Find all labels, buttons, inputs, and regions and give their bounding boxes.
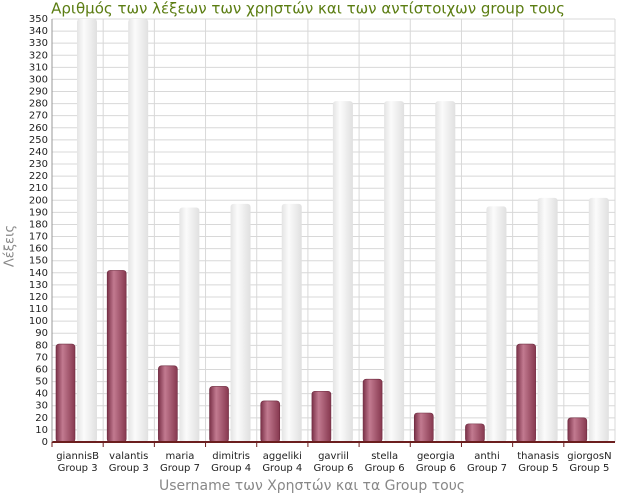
bar xyxy=(567,417,588,443)
bar xyxy=(281,203,302,442)
x-tick-label: Group 5 xyxy=(569,463,609,474)
y-tick-label: 350 xyxy=(29,14,48,25)
bar xyxy=(77,19,97,442)
bar xyxy=(311,390,332,443)
bar xyxy=(128,19,149,442)
y-tick-label: 260 xyxy=(29,123,48,134)
x-tick-label: giannisB xyxy=(56,451,99,462)
x-tick-label: thanasis xyxy=(517,451,559,462)
bar xyxy=(332,101,353,442)
y-tick-label: 210 xyxy=(29,183,48,194)
x-tick-label: Group 4 xyxy=(211,463,251,474)
x-tick-label: Group 7 xyxy=(467,463,507,474)
bar xyxy=(158,365,178,443)
y-tick-label: 140 xyxy=(29,268,48,279)
y-tick-label: 10 xyxy=(35,425,48,436)
bar xyxy=(209,386,229,443)
bar xyxy=(537,197,558,442)
x-tick-label: gavriil xyxy=(318,451,349,462)
y-tick-label: 70 xyxy=(35,352,48,363)
bar xyxy=(516,343,536,443)
y-axis-title: Λέξεις xyxy=(3,225,18,267)
y-tick-label: 310 xyxy=(29,62,48,73)
y-tick-label: 220 xyxy=(29,171,48,182)
y-tick-label: 280 xyxy=(29,99,48,110)
bar xyxy=(230,203,251,442)
y-tick-label: 320 xyxy=(29,50,48,61)
bar xyxy=(465,423,485,443)
y-tick-label: 240 xyxy=(29,147,48,158)
y-tick-label: 80 xyxy=(35,340,48,351)
x-tick-label: valantis xyxy=(109,451,148,462)
y-tick-label: 270 xyxy=(29,111,48,122)
bar xyxy=(362,378,383,443)
x-tick-label: aggeliki xyxy=(263,451,302,462)
y-tick-label: 230 xyxy=(29,159,48,170)
y-tick-label: 110 xyxy=(29,304,48,315)
y-tick-label: 160 xyxy=(29,244,48,255)
bar xyxy=(413,412,434,443)
x-tick-label: giorgosN xyxy=(567,451,611,462)
y-tick-label: 40 xyxy=(35,389,48,400)
y-tick-label: 90 xyxy=(35,328,48,339)
y-tick-label: 190 xyxy=(29,207,48,218)
bar xyxy=(106,270,127,443)
x-tick-label: Group 5 xyxy=(518,463,558,474)
bar xyxy=(55,343,76,443)
y-tick-label: 60 xyxy=(35,364,48,375)
y-tick-label: 290 xyxy=(29,87,48,98)
bar xyxy=(435,101,456,442)
bar xyxy=(260,400,281,443)
x-tick-label: stella xyxy=(371,451,398,462)
y-tick-label: 330 xyxy=(29,38,48,49)
bar xyxy=(179,207,200,442)
y-tick-label: 200 xyxy=(29,195,48,206)
y-tick-label: 0 xyxy=(42,437,48,448)
x-tick-label: Group 3 xyxy=(109,463,149,474)
bar xyxy=(384,101,405,442)
x-tick-label: Group 4 xyxy=(262,463,302,474)
x-tick-label: anthi xyxy=(474,451,500,462)
x-axis-title: Username των Χρηστών και τα Group τους xyxy=(159,478,465,494)
bar xyxy=(588,197,609,442)
x-tick-label: georgia xyxy=(417,451,455,462)
bar xyxy=(486,206,507,442)
y-tick-label: 170 xyxy=(29,232,48,243)
y-tick-label: 150 xyxy=(29,256,48,267)
x-tick-label: Group 6 xyxy=(365,463,405,474)
y-tick-label: 340 xyxy=(29,26,48,37)
y-tick-label: 50 xyxy=(35,377,48,388)
x-tick-label: dimitris xyxy=(212,451,250,462)
y-tick-label: 300 xyxy=(29,74,48,85)
x-tick-label: Group 3 xyxy=(58,463,98,474)
x-tick-label: maria xyxy=(166,451,195,462)
y-tick-label: 130 xyxy=(29,280,48,291)
y-tick-label: 120 xyxy=(29,292,48,303)
y-tick-label: 30 xyxy=(35,401,48,412)
y-tick-label: 20 xyxy=(35,413,48,424)
y-tick-label: 100 xyxy=(29,316,48,327)
x-tick-label: Group 6 xyxy=(314,463,354,474)
y-tick-label: 180 xyxy=(29,219,48,230)
y-tick-label: 250 xyxy=(29,135,48,146)
chart-title: Αριθμός των λέξεων των χρηστών και των α… xyxy=(51,0,565,18)
x-tick-label: Group 7 xyxy=(160,463,200,474)
x-tick-label: Group 6 xyxy=(416,463,456,474)
